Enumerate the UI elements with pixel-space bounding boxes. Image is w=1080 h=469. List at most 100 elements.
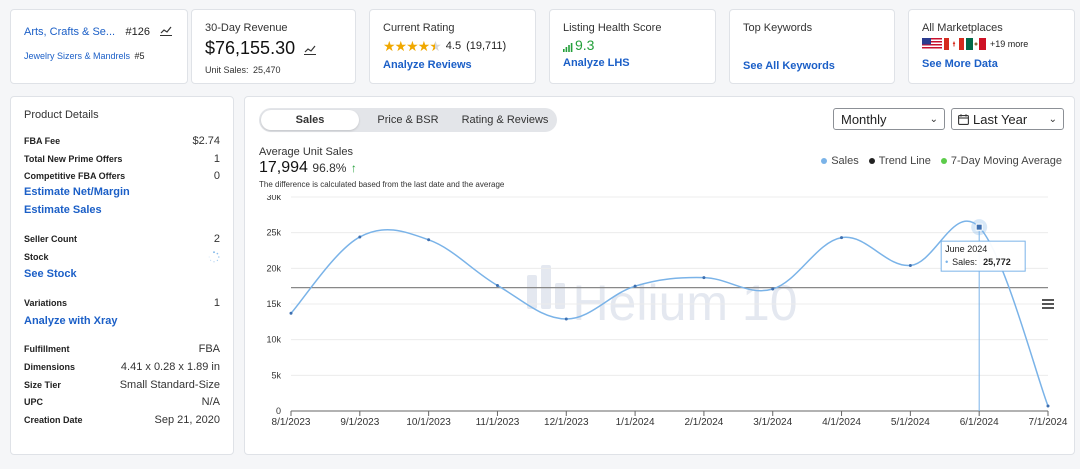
subcategory-link[interactable]: Jewelry Sizers & Mandrels — [24, 51, 131, 61]
seller-count-value: 2 — [213, 233, 220, 245]
chart-tabs: Sales Price & BSR Rating & Reviews — [259, 108, 557, 132]
fba-fee-row: FBA Fee $2.74 — [24, 135, 220, 147]
sales-point[interactable] — [564, 317, 568, 321]
date-range-select[interactable]: Last Year ⌄ — [951, 108, 1064, 130]
sales-point-highlight[interactable] — [975, 223, 983, 231]
avg-unit-sales-label: Average Unit Sales — [259, 146, 353, 158]
tooltip-value: 25,772 — [983, 257, 1011, 267]
y-tick-label: 5k — [271, 370, 281, 380]
sales-chart-panel: Sales Price & BSR Rating & Reviews Month… — [244, 96, 1075, 455]
legend-sales[interactable]: Sales — [821, 155, 859, 167]
sales-point[interactable] — [495, 283, 499, 287]
legend-dot-icon — [940, 158, 947, 165]
creation-date-value: Sep 21, 2020 — [154, 414, 220, 426]
tooltip-label: Sales: — [952, 257, 977, 267]
calendar-icon — [958, 114, 969, 125]
see-stock-link[interactable]: See Stock — [24, 268, 77, 280]
legend-trend-line[interactable]: Trend Line — [868, 155, 931, 167]
x-tick-label: 6/1/2024 — [960, 417, 999, 428]
chevron-down-icon: ⌄ — [929, 114, 938, 125]
x-tick-label: 8/1/2023 — [272, 417, 311, 428]
upc-row: UPC N/A — [24, 396, 220, 408]
see-more-data-link[interactable]: See More Data — [922, 58, 998, 70]
sales-point[interactable] — [427, 238, 431, 242]
fulfillment-row: Fulfillment FBA — [24, 343, 220, 355]
y-tick-label: 30k — [266, 195, 281, 202]
tab-price-bsr[interactable]: Price & BSR — [377, 114, 439, 126]
sales-line-chart: Helium 10 0 5k 10k 15k 20k 25k 30k 8/1/2023 9/1… — [266, 195, 1068, 428]
sales-series-line — [290, 220, 1049, 407]
tab-sales[interactable]: Sales — [261, 110, 359, 130]
watermark-logo-icon — [527, 265, 565, 309]
top-keywords-card: Top Keywords See All Keywords — [729, 9, 895, 84]
sales-point[interactable] — [702, 276, 706, 280]
x-tick-label: 3/1/2024 — [753, 417, 792, 428]
rating-card: Current Rating ★★★★★ 4.5 (19,711) Analyz… — [369, 9, 536, 84]
sales-point[interactable] — [1046, 404, 1050, 408]
size-tier-row: Size Tier Small Standard-Size — [24, 379, 220, 391]
mexico-flag-icon[interactable] — [966, 38, 986, 50]
upc-value: N/A — [201, 396, 220, 408]
y-tick-label: 25k — [266, 228, 281, 238]
x-tick-label: 7/1/2024 — [1029, 417, 1068, 428]
keywords-label: Top Keywords — [743, 22, 813, 34]
analyze-reviews-link[interactable]: Analyze Reviews — [383, 59, 472, 71]
prime-offers-value: 1 — [213, 153, 220, 165]
see-all-keywords-link[interactable]: See All Keywords — [743, 60, 835, 72]
creation-date-label: Creation Date — [24, 415, 83, 425]
variations-row: Variations 1 — [24, 297, 220, 309]
sales-point[interactable] — [840, 236, 844, 240]
x-tick-label: 9/1/2023 — [340, 417, 379, 428]
legend-trend-label: Trend Line — [878, 155, 931, 167]
trend-chart-icon[interactable] — [160, 26, 173, 36]
arrow-up-icon: ↑ — [350, 161, 357, 175]
size-tier-value: Small Standard-Size — [119, 379, 220, 391]
lhs-card: Listing Health Score 9.3 Analyze LHS — [549, 9, 716, 84]
us-flag-icon[interactable] — [922, 38, 942, 50]
sales-point[interactable] — [358, 235, 362, 239]
marketplaces-label: All Marketplaces — [922, 22, 1003, 34]
sales-point[interactable] — [633, 284, 637, 288]
loading-spinner-icon — [208, 251, 220, 263]
legend-moving-average[interactable]: 7-Day Moving Average — [940, 155, 1062, 167]
more-marketplaces[interactable]: +19 more — [990, 39, 1029, 49]
chart-tooltip: June 2024 • Sales: 25,772 — [940, 240, 1026, 272]
chart-legend: Sales Trend Line 7-Day Moving Average — [821, 155, 1062, 167]
product-details-title: Product Details — [24, 109, 99, 121]
variations-value: 1 — [213, 297, 220, 309]
sales-point[interactable] — [908, 263, 912, 267]
marketplaces-card: All Marketplaces +19 more See More Data — [908, 9, 1075, 84]
y-tick-label: 10k — [266, 335, 281, 345]
interval-select[interactable]: Monthly ⌄ — [833, 108, 945, 130]
stock-label: Stock — [24, 252, 49, 262]
fba-offers-row: Competitive FBA Offers 0 — [24, 170, 220, 182]
fba-offers-label: Competitive FBA Offers — [24, 171, 126, 181]
tab-rating-reviews[interactable]: Rating & Reviews — [461, 114, 549, 126]
estimate-sales-link[interactable]: Estimate Sales — [24, 204, 102, 216]
legend-dot-icon — [821, 158, 828, 165]
stock-row: Stock — [24, 251, 220, 263]
revenue-card: 30-Day Revenue $76,155.30 Unit Sales: 25… — [191, 9, 356, 84]
lhs-value: 9.3 — [575, 37, 595, 53]
y-tick-label: 20k — [266, 263, 281, 273]
sales-point[interactable] — [771, 287, 775, 291]
trend-chart-icon[interactable] — [303, 45, 316, 55]
x-tick-label: 2/1/2024 — [684, 417, 723, 428]
rating-value: 4.5 — [445, 40, 462, 52]
avg-change-value: 96.8% — [312, 161, 347, 175]
estimate-margin-link[interactable]: Estimate Net/Margin — [24, 186, 130, 198]
revenue-value: $76,155.30 — [205, 38, 296, 58]
revenue-label: 30-Day Revenue — [205, 22, 288, 34]
unit-sales-label: Unit Sales: — [205, 65, 249, 75]
sales-point[interactable] — [289, 311, 293, 315]
canada-flag-icon[interactable] — [944, 38, 964, 50]
y-tick-label: 0 — [276, 406, 281, 416]
x-tick-label: 5/1/2024 — [891, 417, 930, 428]
category-name-link[interactable]: Arts, Crafts & Se... — [24, 26, 116, 38]
analyze-lhs-link[interactable]: Analyze LHS — [563, 57, 630, 69]
category-rank-card: Arts, Crafts & Se... #126 Jewelry Sizers… — [10, 9, 188, 84]
tooltip-bullet-icon: • — [945, 257, 948, 267]
analyze-xray-link[interactable]: Analyze with Xray — [24, 315, 118, 327]
chart-menu-icon[interactable] — [1042, 299, 1054, 309]
fba-offers-value: 0 — [213, 170, 220, 182]
